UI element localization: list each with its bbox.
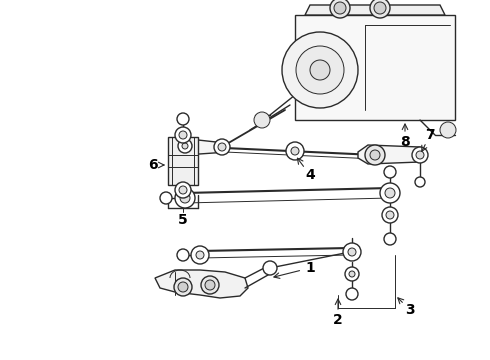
Circle shape xyxy=(440,122,456,138)
Polygon shape xyxy=(305,5,445,15)
Circle shape xyxy=(334,2,346,14)
Circle shape xyxy=(175,188,195,208)
Circle shape xyxy=(286,142,304,160)
Text: 1: 1 xyxy=(305,261,315,275)
Circle shape xyxy=(310,60,330,80)
Circle shape xyxy=(291,147,299,155)
Circle shape xyxy=(182,143,188,149)
Circle shape xyxy=(348,248,356,256)
Circle shape xyxy=(384,166,396,178)
Text: 4: 4 xyxy=(305,168,315,182)
Circle shape xyxy=(214,139,230,155)
Polygon shape xyxy=(178,138,228,155)
Circle shape xyxy=(343,243,361,261)
Circle shape xyxy=(254,112,270,128)
Polygon shape xyxy=(358,145,420,164)
Polygon shape xyxy=(168,137,198,185)
Circle shape xyxy=(374,2,386,14)
Circle shape xyxy=(178,282,188,292)
Circle shape xyxy=(179,186,187,194)
Text: 2: 2 xyxy=(333,313,343,327)
Circle shape xyxy=(416,151,424,159)
Text: 5: 5 xyxy=(178,213,188,227)
Circle shape xyxy=(370,150,380,160)
Circle shape xyxy=(175,182,191,198)
Circle shape xyxy=(370,0,390,18)
Circle shape xyxy=(282,32,358,108)
Circle shape xyxy=(218,143,226,151)
Polygon shape xyxy=(155,270,248,298)
Circle shape xyxy=(365,145,385,165)
Circle shape xyxy=(201,276,219,294)
Circle shape xyxy=(386,211,394,219)
Circle shape xyxy=(384,233,396,245)
Circle shape xyxy=(296,46,344,94)
Circle shape xyxy=(412,147,428,163)
Circle shape xyxy=(263,261,277,275)
Circle shape xyxy=(174,278,192,296)
Circle shape xyxy=(385,188,395,198)
Circle shape xyxy=(179,131,187,139)
Circle shape xyxy=(380,183,400,203)
Circle shape xyxy=(175,127,191,143)
Circle shape xyxy=(177,249,189,261)
Text: 6: 6 xyxy=(148,158,158,172)
Text: 7: 7 xyxy=(425,128,435,142)
Polygon shape xyxy=(295,15,455,120)
Text: 3: 3 xyxy=(405,303,415,317)
Circle shape xyxy=(191,246,209,264)
Text: 8: 8 xyxy=(400,135,410,149)
Circle shape xyxy=(160,192,172,204)
Circle shape xyxy=(349,271,355,277)
Circle shape xyxy=(205,280,215,290)
Circle shape xyxy=(382,207,398,223)
Circle shape xyxy=(415,177,425,187)
Circle shape xyxy=(180,193,190,203)
Circle shape xyxy=(178,139,192,153)
Circle shape xyxy=(346,288,358,300)
Circle shape xyxy=(196,251,204,259)
Circle shape xyxy=(330,0,350,18)
Circle shape xyxy=(345,267,359,281)
Circle shape xyxy=(177,113,189,125)
